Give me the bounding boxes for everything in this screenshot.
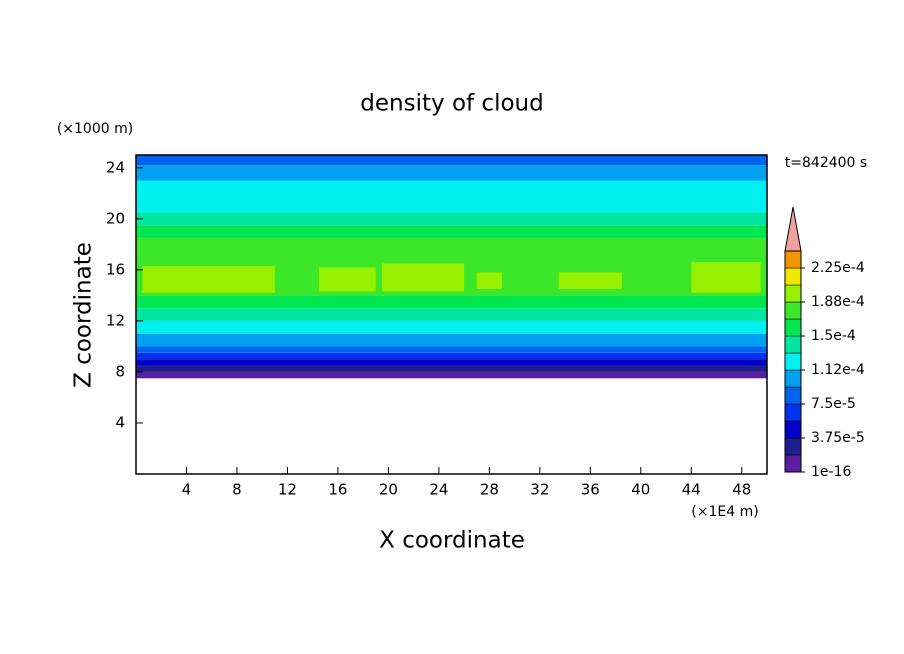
contour-band <box>136 352 767 360</box>
y-tick-label: 8 <box>115 362 125 380</box>
colorbar-box <box>784 335 802 354</box>
contour-patch <box>382 263 465 292</box>
x-tick-label: 28 <box>480 481 499 499</box>
colorbar-frame <box>784 250 802 473</box>
contour-patch <box>318 267 376 292</box>
colorbar-box <box>784 352 802 371</box>
colorbar-label: 1.88e-4 <box>811 294 865 310</box>
contour-band <box>136 308 767 321</box>
colorbar-box <box>784 454 802 473</box>
contour-patch <box>142 266 275 293</box>
colorbar-box <box>784 284 802 303</box>
x-tick-label: 40 <box>631 481 650 499</box>
x-tick-label: 12 <box>278 481 297 499</box>
contour-band <box>136 225 767 238</box>
colorbar-extension <box>784 206 802 252</box>
x-tick-label: 16 <box>328 481 347 499</box>
x-tick-label: 4 <box>182 481 192 499</box>
colorbar-box <box>784 420 802 439</box>
contour-band <box>136 320 767 334</box>
x-tick-label: 36 <box>581 481 600 499</box>
contour-band <box>136 365 767 372</box>
y-tick-label: 20 <box>106 209 125 227</box>
colorbar-label: 1.12e-4 <box>811 362 865 378</box>
contour-band <box>136 359 767 366</box>
time-label: t=842400 s <box>785 155 867 171</box>
x-tick-label: 32 <box>530 481 549 499</box>
x-axis-label: X coordinate <box>379 528 525 554</box>
contour-band <box>136 165 767 181</box>
colorbar-box <box>784 250 802 269</box>
colorbar-box <box>784 437 802 456</box>
y-unit: (×1000 m) <box>57 121 133 137</box>
y-tick-label: 24 <box>106 158 125 176</box>
colorbar-label: 3.75e-5 <box>811 430 865 446</box>
contour-patch <box>558 272 622 289</box>
colorbar-label: 1e-16 <box>811 464 851 480</box>
contour-band <box>136 295 767 309</box>
colorbar-box <box>784 318 802 337</box>
contour-band <box>136 333 767 347</box>
contour-band <box>136 180 767 213</box>
x-tick-label: 44 <box>682 481 701 499</box>
contour-band <box>136 371 767 379</box>
x-tick-label: 20 <box>379 481 398 499</box>
y-tick-label: 16 <box>106 260 125 278</box>
colorbar-box <box>784 403 802 422</box>
colorbar-box <box>784 301 802 320</box>
x-unit: (×1E4 m) <box>691 504 758 520</box>
colorbar-label: 2.25e-4 <box>811 260 865 276</box>
contour-band <box>136 346 767 353</box>
x-tick-label: 24 <box>429 481 448 499</box>
y-axis-label: Z coordinate <box>71 242 97 388</box>
colorbar-box <box>784 267 802 286</box>
y-tick-label: 4 <box>115 413 125 431</box>
contour-band <box>136 212 767 226</box>
contour-patch <box>476 272 502 289</box>
colorbar-label: 1.5e-4 <box>811 328 856 344</box>
colorbar-label: 7.5e-5 <box>811 396 856 412</box>
contour-patch <box>691 262 761 293</box>
y-tick-label: 12 <box>106 311 125 329</box>
chart-title: density of cloud <box>360 91 543 117</box>
x-tick-label: 48 <box>732 481 751 499</box>
plot-frame <box>135 154 768 475</box>
colorbar-box <box>784 386 802 405</box>
colorbar-box <box>784 369 802 388</box>
contour-band <box>136 155 767 166</box>
x-tick-label: 8 <box>232 481 242 499</box>
